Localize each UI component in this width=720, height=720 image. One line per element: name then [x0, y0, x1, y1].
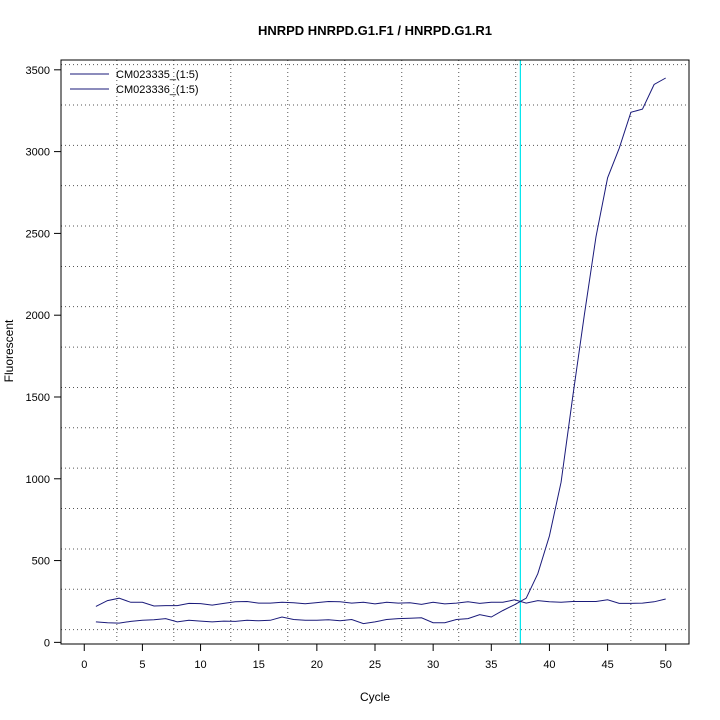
y-tick-label: 2500: [26, 228, 50, 240]
y-tick-label: 3000: [26, 147, 50, 159]
x-tick-label: 10: [194, 659, 206, 671]
y-tick-label: 3500: [26, 65, 50, 77]
series-lines: [95, 77, 666, 625]
x-axis: 0 5 10 15 20 25 30 35 40 45 50: [81, 643, 672, 671]
x-tick-label: 50: [660, 659, 672, 671]
y-axis: 0 500 1000 1500 2000 2500 3000 3500: [26, 65, 61, 649]
y-tick-label: 500: [32, 556, 50, 568]
y-tick-label: 1000: [26, 474, 50, 486]
x-tick-label: 5: [139, 659, 145, 671]
x-tick-label: 0: [81, 659, 87, 671]
x-tick-label: 35: [485, 659, 497, 671]
series-line-1: [95, 77, 666, 625]
legend-label: CM023335_(1:5): [116, 69, 199, 81]
y-tick-label: 2000: [26, 310, 50, 322]
y-axis-label: Fluorescent: [2, 319, 16, 382]
legend: CM023335_(1:5) CM023336_(1:5): [70, 69, 199, 96]
y-tick-label: 0: [44, 637, 50, 649]
x-axis-label: Cycle: [360, 690, 390, 704]
grid: [61, 60, 689, 644]
x-tick-label: 45: [601, 659, 613, 671]
chart-title: HNRPD HNRPD.G1.F1 / HNRPD.G1.R1: [258, 23, 492, 38]
plot-frame: [60, 59, 690, 645]
legend-label: CM023336_(1:5): [116, 84, 199, 96]
x-tick-label: 25: [369, 659, 381, 671]
x-tick-label: 20: [311, 659, 323, 671]
series-line-2: [95, 597, 666, 607]
x-tick-label: 30: [427, 659, 439, 671]
x-tick-label: 15: [253, 659, 265, 671]
x-tick-label: 40: [543, 659, 555, 671]
y-tick-label: 1500: [26, 392, 50, 404]
